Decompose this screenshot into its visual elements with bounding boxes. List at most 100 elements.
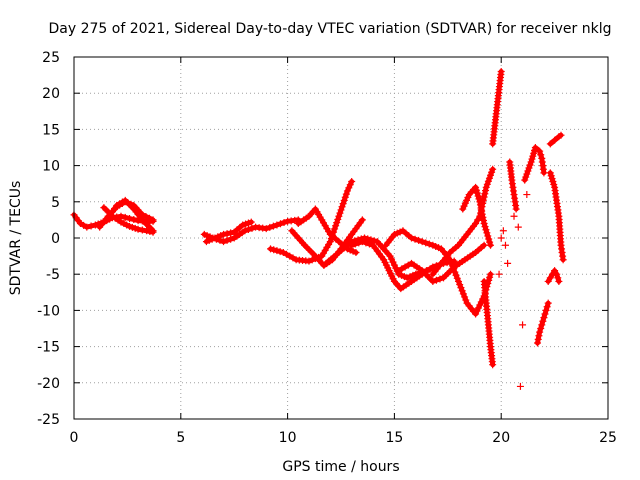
data-point-marker xyxy=(477,298,485,306)
isolated-point-marker xyxy=(516,382,524,390)
data-point-marker xyxy=(360,234,368,242)
data-point-marker xyxy=(362,239,370,247)
data-point-marker xyxy=(541,310,549,318)
isolated-point-marker xyxy=(499,227,507,235)
data-point-marker xyxy=(334,215,342,223)
data-point-marker xyxy=(273,221,281,229)
data-point-marker xyxy=(276,248,284,256)
data-point-marker xyxy=(244,226,252,234)
data-point-marker xyxy=(483,229,491,237)
data-point-marker xyxy=(474,304,482,312)
data-point-marker xyxy=(348,178,356,186)
data-point-marker xyxy=(472,310,480,318)
data-point-marker xyxy=(551,267,559,275)
data-point-marker xyxy=(482,226,490,234)
data-point-marker xyxy=(478,210,486,218)
data-point-marker xyxy=(512,205,520,213)
data-point-marker xyxy=(247,218,255,226)
data-point-marker xyxy=(557,131,565,139)
data-point-marker xyxy=(425,240,433,248)
data-point-marker xyxy=(473,307,481,315)
y-tick-label: 10 xyxy=(42,159,60,175)
plot-border xyxy=(73,56,609,420)
data-point-marker xyxy=(220,230,228,238)
data-point-marker xyxy=(142,213,150,221)
data-point-marker xyxy=(447,259,455,267)
data-point-marker xyxy=(339,200,347,208)
data-point-marker xyxy=(332,222,340,230)
data-point-marker xyxy=(480,241,488,249)
data-point-marker xyxy=(273,247,281,255)
y-tick-label: -15 xyxy=(37,340,60,356)
x-tick-label: 5 xyxy=(176,430,185,446)
data-point-marker xyxy=(340,196,348,204)
y-tick-label: 15 xyxy=(42,122,60,138)
data-point-marker xyxy=(457,284,465,292)
data-point-marker xyxy=(227,229,235,237)
chart-title: Day 275 of 2021, Sidereal Day-to-day VTE… xyxy=(49,21,612,37)
data-point-marker xyxy=(487,241,495,249)
series-arc-23 xyxy=(547,132,564,147)
x-tick-label: 15 xyxy=(385,430,403,446)
data-point-marker xyxy=(555,277,563,285)
data-point-marker xyxy=(315,253,323,261)
data-point-marker xyxy=(535,332,543,340)
data-point-marker xyxy=(543,303,551,311)
data-point-marker xyxy=(452,271,460,279)
data-point-marker xyxy=(126,214,134,222)
y-tick-label: -10 xyxy=(37,303,60,319)
isolated-point-marker xyxy=(514,223,522,231)
data-point-marker xyxy=(113,213,121,221)
data-point-marker xyxy=(486,238,494,246)
data-point-marker xyxy=(553,270,561,278)
data-point-marker xyxy=(448,262,456,270)
isolated-point-marker xyxy=(510,212,518,220)
data-point-marker xyxy=(526,161,534,169)
isolated-point-marker xyxy=(504,259,512,267)
data-point-marker xyxy=(370,237,378,245)
data-point-marker xyxy=(348,241,356,249)
data-point-marker xyxy=(227,235,235,243)
data-point-marker xyxy=(551,136,559,144)
data-point-marker xyxy=(429,277,437,285)
data-point-marker xyxy=(483,180,491,188)
data-point-marker xyxy=(480,193,488,201)
x-tick-label: 25 xyxy=(599,430,617,446)
data-point-marker xyxy=(534,339,542,347)
data-point-marker xyxy=(393,267,401,275)
data-point-marker xyxy=(418,238,426,246)
data-point-marker xyxy=(436,261,444,269)
data-point-marker xyxy=(484,280,492,288)
y-tick-label: 25 xyxy=(42,50,60,66)
data-point-marker xyxy=(308,256,316,264)
isolated-point-marker xyxy=(497,234,505,242)
x-tick-label: 0 xyxy=(70,430,79,446)
data-point-marker xyxy=(143,227,151,235)
data-point-marker xyxy=(486,273,494,281)
data-point-marker xyxy=(456,281,464,289)
data-point-marker xyxy=(336,209,344,217)
data-point-marker xyxy=(539,317,547,325)
data-point-marker xyxy=(536,147,544,155)
data-point-marker xyxy=(554,274,562,282)
data-point-marker xyxy=(524,167,532,175)
data-point-marker xyxy=(87,222,95,230)
data-point-marker xyxy=(537,325,545,332)
data-point-marker xyxy=(432,276,440,284)
data-point-marker xyxy=(481,190,489,198)
data-point-marker xyxy=(521,176,529,184)
data-point-marker xyxy=(462,296,470,304)
data-point-marker xyxy=(485,174,493,182)
data-point-marker xyxy=(346,181,354,189)
data-point-marker xyxy=(388,255,396,263)
data-point-marker xyxy=(351,240,359,248)
data-point-marker xyxy=(429,263,437,271)
data-point-marker xyxy=(326,238,334,246)
data-point-marker xyxy=(331,225,339,233)
data-point-marker xyxy=(454,277,462,285)
data-point-marker xyxy=(540,169,548,177)
data-point-marker xyxy=(367,236,375,244)
data-point-marker xyxy=(386,252,394,260)
y-tick-label: -20 xyxy=(37,376,60,392)
data-point-marker xyxy=(482,183,490,191)
